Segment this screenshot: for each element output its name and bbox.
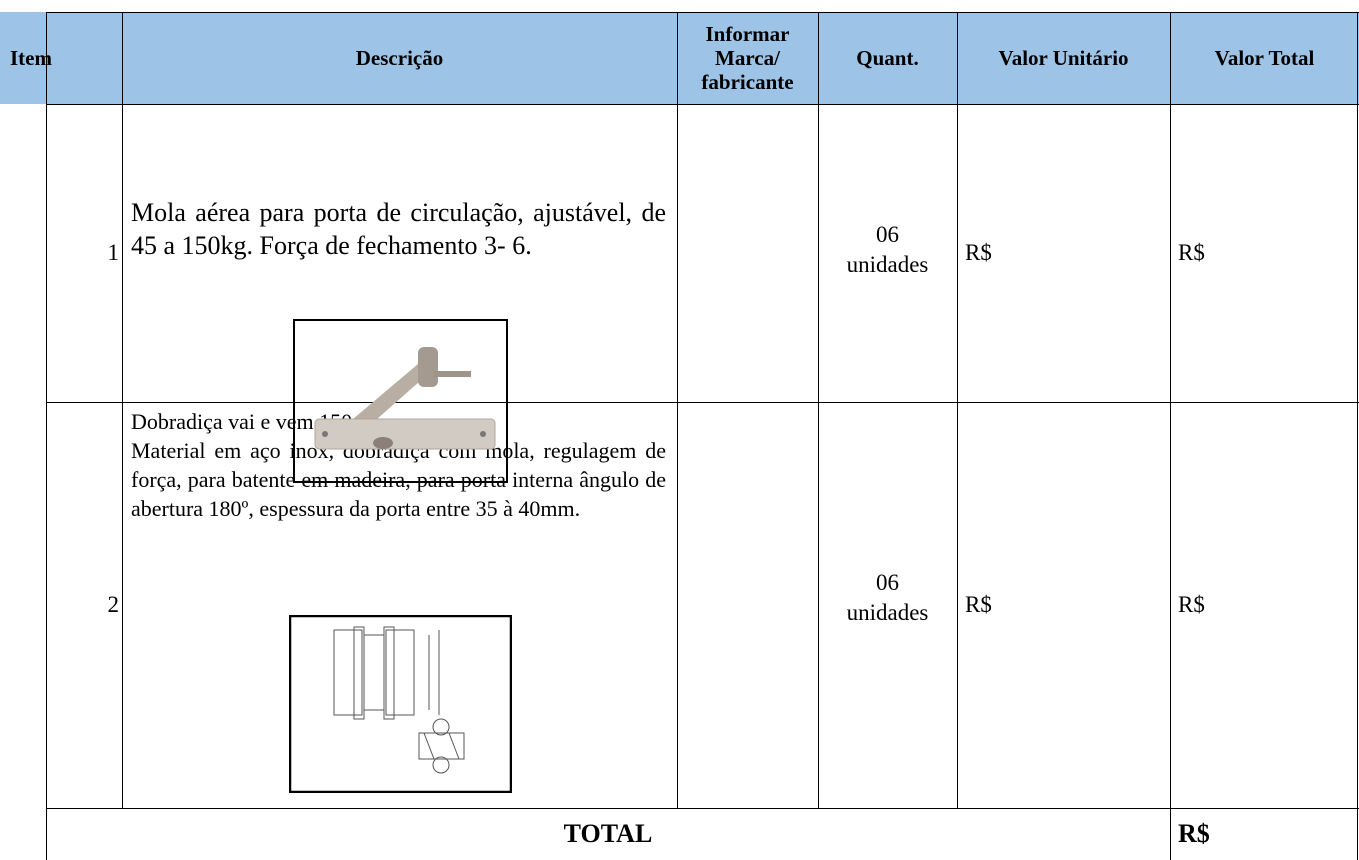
rule <box>122 12 123 808</box>
header-cell: Quant. <box>818 12 957 104</box>
rule <box>46 808 1359 809</box>
header-cell: Descrição <box>122 12 677 104</box>
rule <box>677 12 678 808</box>
rule <box>46 104 1359 105</box>
quantity-unit: unidades <box>846 252 929 277</box>
quantity: 06 unidades <box>818 220 957 280</box>
rule <box>46 12 47 860</box>
rule <box>46 12 1359 13</box>
rule <box>818 12 819 808</box>
unit-value: R$ <box>965 592 992 617</box>
quantity-number: 06 <box>876 570 899 595</box>
hinge-drawing <box>289 615 512 793</box>
header-cell: Item <box>0 12 122 104</box>
rule <box>957 12 958 808</box>
description: Material em aço inox, dobradiça com mola… <box>131 438 666 521</box>
description: Mola aérea para porta de circulação, aju… <box>131 198 666 260</box>
total-sum: R$ <box>1178 819 1210 848</box>
header-cell: Valor Total <box>1170 12 1359 104</box>
quantity: 06 unidades <box>818 568 957 628</box>
door-closer-image <box>293 319 508 483</box>
total-label: TOTAL <box>563 819 653 848</box>
rule <box>46 402 1359 403</box>
rule <box>1170 12 1171 860</box>
unit-value: R$ <box>965 240 992 265</box>
item: 2 <box>107 592 120 617</box>
total-value: R$ <box>1178 592 1205 617</box>
item: 1 <box>107 240 120 265</box>
header-cell: Valor Unitário <box>957 12 1170 104</box>
rule <box>1357 12 1358 860</box>
total-value: R$ <box>1178 240 1205 265</box>
header-cell: Informar Marca/ fabricante <box>677 12 818 104</box>
quantity-number: 06 <box>876 222 899 247</box>
quantity-unit: unidades <box>846 600 929 625</box>
